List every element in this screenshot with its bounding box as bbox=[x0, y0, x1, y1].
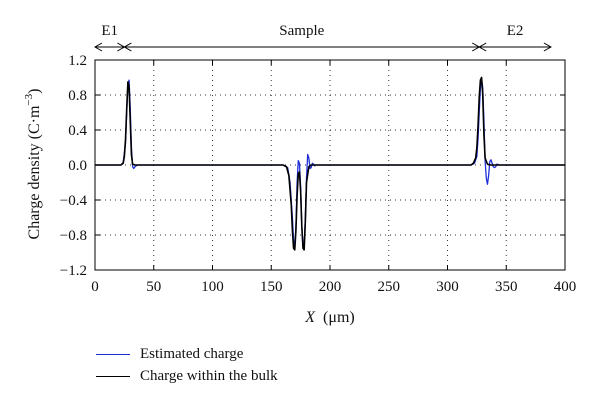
region-label: Sample bbox=[279, 23, 324, 39]
legend-swatch-estimated bbox=[96, 353, 130, 355]
y-tick-label: 0.8 bbox=[68, 88, 87, 104]
x-tick-label: 0 bbox=[91, 279, 99, 295]
legend-label-estimated: Estimated charge bbox=[140, 345, 244, 362]
legend-swatch-bulk bbox=[96, 375, 130, 377]
y-axis-title: Charge density (C·m−3) bbox=[23, 89, 43, 240]
series-line-estimated-charge bbox=[95, 78, 565, 249]
region-arrowhead-left bbox=[478, 42, 487, 52]
y-tick-label: 0.0 bbox=[68, 158, 87, 174]
legend-item-estimated: Estimated charge bbox=[96, 343, 396, 365]
x-tick-label: 50 bbox=[146, 279, 161, 295]
x-tick-label: 100 bbox=[201, 279, 224, 295]
x-tick-label: 200 bbox=[319, 279, 342, 295]
tick-labels: 0 50 100 150 200 250 300 350 400 1.2 0.8 0.4 0.0 −0.4… bbox=[60, 53, 576, 295]
y-tick-label: 0.4 bbox=[68, 123, 87, 139]
y-tick-label: −1.2 bbox=[60, 263, 87, 279]
x-tick-label: 250 bbox=[378, 279, 401, 295]
x-tick-label: 150 bbox=[260, 279, 283, 295]
legend-item-bulk: Charge within the bulk bbox=[96, 365, 396, 387]
region-arrowhead-left bbox=[123, 42, 132, 52]
region-annotations: E1 Sample E2 bbox=[93, 23, 552, 52]
x-axis-title: X (μm) bbox=[304, 309, 354, 326]
legend: Estimated charge Charge within the bulk bbox=[96, 343, 396, 387]
region-arrowhead-left bbox=[93, 42, 103, 52]
x-tick-label: 350 bbox=[495, 279, 518, 295]
x-tick-label: 400 bbox=[554, 279, 577, 295]
series-layer bbox=[95, 76, 565, 251]
y-tick-label: −0.8 bbox=[60, 228, 87, 244]
region-arrowhead-right bbox=[543, 42, 552, 52]
region-label: E2 bbox=[507, 23, 524, 39]
y-tick-label: 1.2 bbox=[68, 53, 87, 69]
y-tick-label: −0.4 bbox=[60, 193, 88, 209]
axis-ticks bbox=[94, 59, 566, 271]
x-tick-label: 300 bbox=[436, 279, 459, 295]
charge-density-chart: 0 50 100 150 200 250 300 350 400 1.2 0.8 0.4 0.0 −0.4… bbox=[23, 23, 576, 326]
series-line-charge-within-bulk bbox=[95, 76, 565, 251]
legend-label-bulk: Charge within the bulk bbox=[140, 367, 278, 384]
region-label: E1 bbox=[101, 23, 118, 39]
